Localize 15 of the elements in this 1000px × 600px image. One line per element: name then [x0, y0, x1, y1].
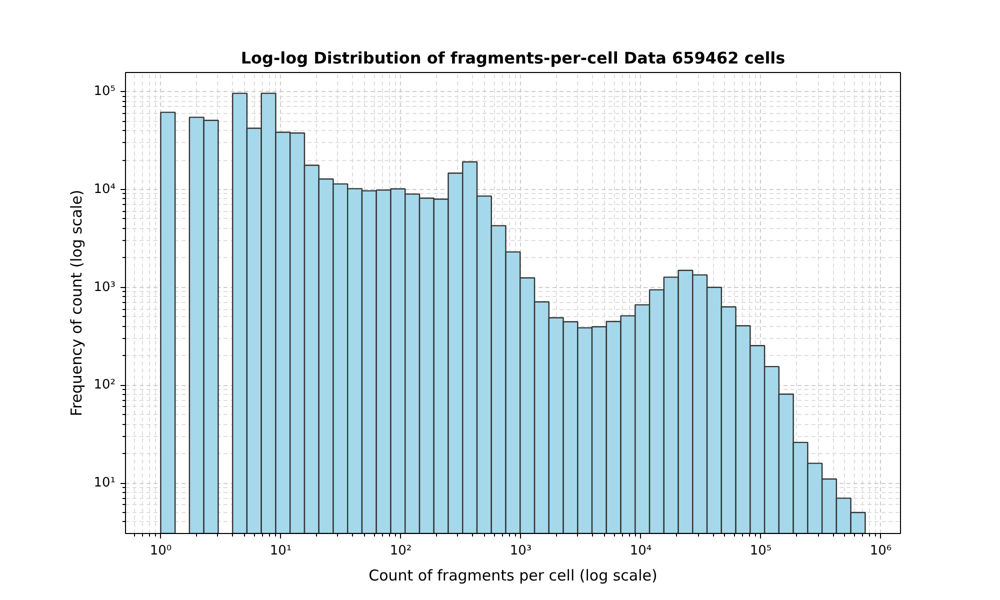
x-tick-label: 10⁶	[870, 544, 892, 558]
x-tick-label: 10³	[510, 544, 532, 558]
chart-title: Log-log Distribution of fragments-per-cell Data 659462 cells	[240, 48, 786, 68]
y-tick-label: 10²	[94, 378, 116, 393]
y-tick-label: 10⁵	[94, 84, 116, 100]
y-tick-label: 10¹	[94, 476, 116, 491]
y-axis-title: Frequency of count (log scale)	[68, 190, 86, 416]
y-tick-label: 10⁴	[94, 182, 116, 198]
x-tick-label: 10¹	[270, 544, 292, 558]
x-tick-label: 10²	[390, 544, 412, 558]
y-tick-label: 10³	[94, 280, 116, 295]
x-tick-label: 10⁰	[150, 544, 172, 558]
x-tick-label: 10⁵	[750, 544, 772, 558]
x-tick-label: 10⁴	[630, 544, 652, 558]
x-axis-title: Count of fragments per cell (log scale)	[368, 566, 658, 584]
